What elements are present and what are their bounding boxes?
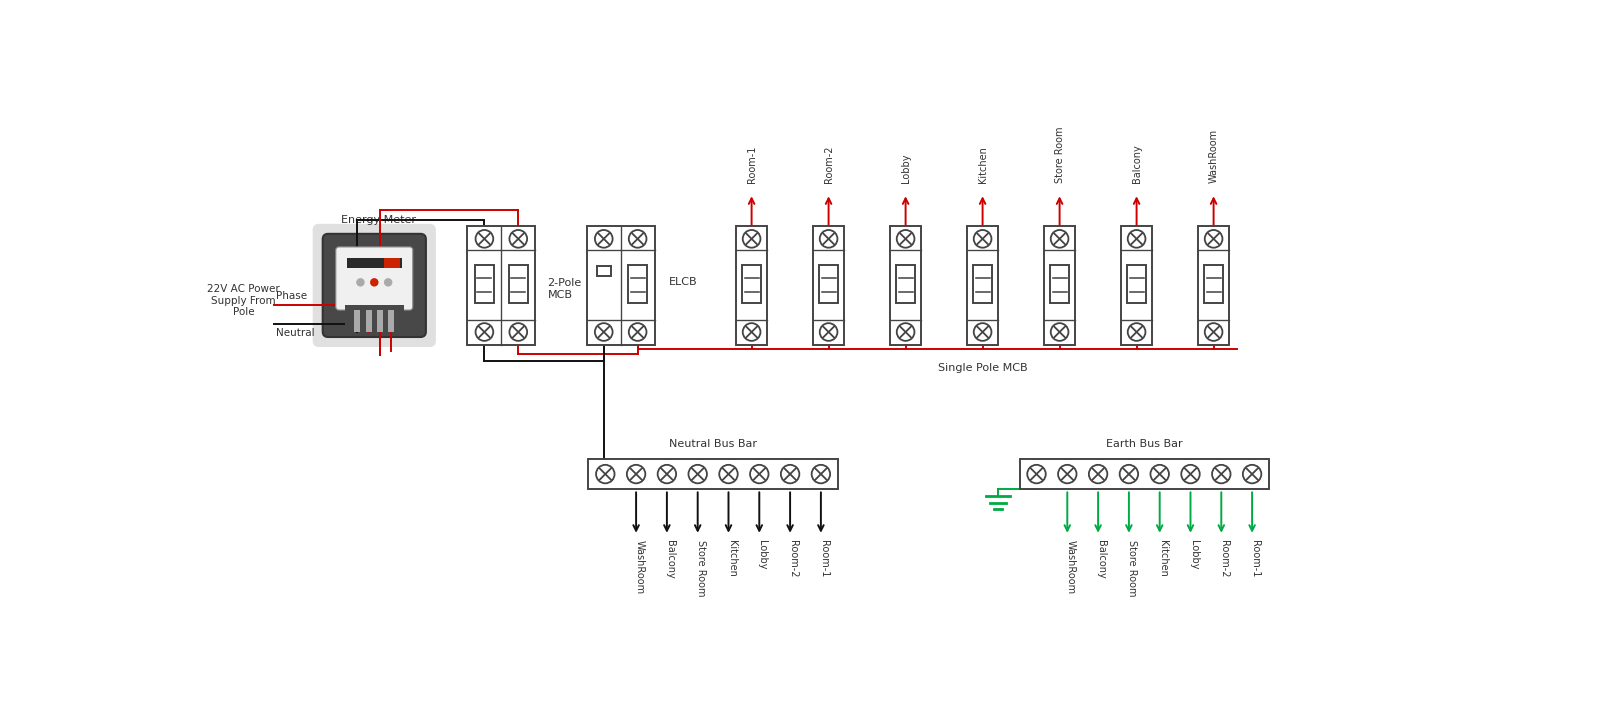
Circle shape: [370, 278, 379, 286]
Bar: [389, 310, 394, 332]
Text: Room-2: Room-2: [1220, 539, 1229, 577]
FancyBboxPatch shape: [313, 224, 435, 347]
Text: Lobby: Lobby: [900, 154, 911, 184]
Text: Room-2: Room-2: [787, 539, 799, 577]
Text: Neutral: Neutral: [276, 328, 315, 338]
Bar: [354, 310, 360, 332]
Text: Room-2: Room-2: [824, 146, 834, 184]
Bar: [1045, 226, 1075, 345]
Bar: [376, 310, 382, 332]
Text: Lobby: Lobby: [1189, 539, 1199, 569]
Text: Room-1: Room-1: [1250, 539, 1260, 577]
Bar: [1199, 226, 1229, 345]
Bar: [1019, 458, 1270, 489]
Text: Store Room: Store Room: [1054, 127, 1064, 184]
Bar: [476, 265, 493, 303]
Bar: [588, 458, 837, 489]
Text: Lobby: Lobby: [757, 539, 768, 569]
Bar: [1122, 226, 1152, 345]
Text: Kitchen: Kitchen: [726, 539, 736, 576]
Text: 2-Pole
MCB: 2-Pole MCB: [548, 278, 582, 300]
Text: ELCB: ELCB: [669, 277, 697, 286]
Bar: [813, 226, 844, 345]
Text: 22V AC Power
Supply From
Pole: 22V AC Power Supply From Pole: [207, 284, 280, 317]
Bar: [890, 226, 921, 345]
Text: Energy Meter: Energy Meter: [341, 215, 416, 226]
Text: Room-1: Room-1: [747, 146, 757, 184]
Text: WashRoom: WashRoom: [635, 539, 644, 594]
Bar: [820, 265, 837, 303]
Text: Balcony: Balcony: [665, 539, 675, 578]
Bar: [347, 257, 402, 268]
Bar: [1051, 265, 1069, 303]
FancyBboxPatch shape: [336, 247, 413, 310]
Circle shape: [357, 278, 365, 286]
Bar: [1204, 265, 1223, 303]
Text: Kitchen: Kitchen: [1157, 539, 1168, 576]
Text: WashRoom: WashRoom: [1208, 129, 1218, 184]
Bar: [468, 226, 535, 345]
Text: Store Room: Store Room: [696, 539, 705, 596]
Text: Neutral Bus Bar: Neutral Bus Bar: [669, 440, 757, 450]
Text: Single Pole MCB: Single Pole MCB: [938, 363, 1027, 373]
Text: Kitchen: Kitchen: [977, 147, 988, 184]
Bar: [628, 265, 648, 303]
Circle shape: [384, 278, 392, 286]
FancyBboxPatch shape: [323, 234, 426, 337]
Text: Balcony: Balcony: [1131, 145, 1141, 184]
Bar: [366, 310, 371, 332]
Text: Phase: Phase: [276, 291, 307, 301]
Text: WashRoom: WashRoom: [1065, 539, 1075, 594]
Bar: [384, 258, 400, 268]
Bar: [967, 226, 998, 345]
Text: Store Room: Store Room: [1127, 539, 1138, 596]
Bar: [346, 304, 403, 332]
Bar: [736, 226, 767, 345]
Text: Earth Bus Bar: Earth Bus Bar: [1106, 440, 1183, 450]
Text: Balcony: Balcony: [1096, 539, 1106, 578]
Bar: [1128, 265, 1146, 303]
Bar: [897, 265, 914, 303]
Bar: [587, 226, 654, 345]
Text: Room-1: Room-1: [820, 539, 829, 577]
Bar: [974, 265, 992, 303]
Bar: [509, 265, 527, 303]
Bar: [596, 266, 611, 276]
Bar: [742, 265, 760, 303]
